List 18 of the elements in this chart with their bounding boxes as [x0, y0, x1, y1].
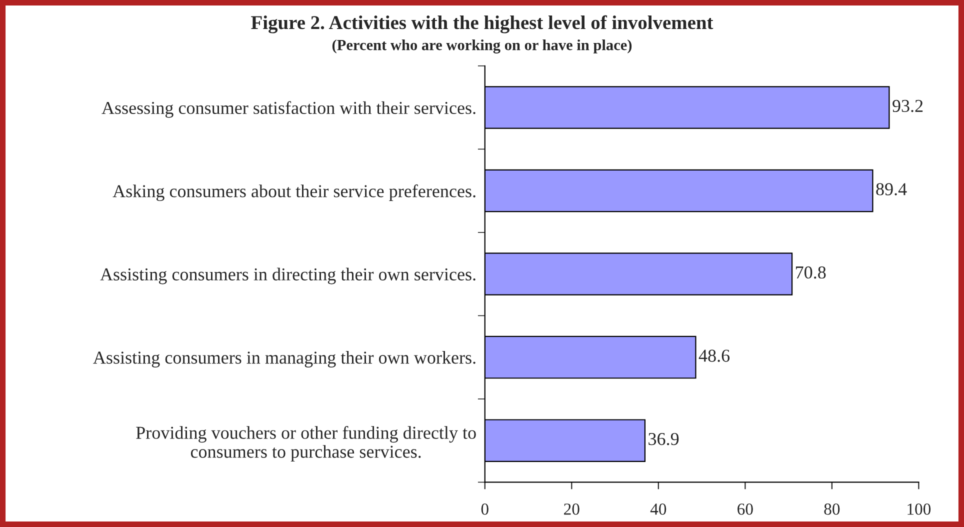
x-tick-label: 80 [824, 504, 840, 515]
x-tick-label: 40 [650, 504, 666, 515]
y-tick-label: Assisting consumers in managing their own workers. [93, 351, 476, 368]
data-label: 48.6 [698, 350, 730, 362]
data-label: 36.9 [648, 432, 679, 446]
y-tick-label: Assisting consumers in directing their own services. [100, 268, 476, 284]
data-label: 70.8 [796, 266, 826, 279]
y-tick-label: Asking consumers about their service preferences. [112, 184, 476, 202]
chart-title: Figure 2. Activities with the highest level of involvement [251, 15, 714, 34]
y-tick-label: Providing vouchers or other funding directly to consumers to purchase services. [136, 426, 476, 462]
chart-subtitle: (Percent who are working on or have in place) [332, 39, 632, 54]
data-label: 93.2 [892, 100, 923, 112]
x-tick-label: 0 [481, 504, 488, 515]
data-label: 89.4 [876, 183, 907, 196]
x-tick-label: 60 [738, 504, 753, 515]
x-tick-label: 20 [564, 504, 580, 515]
x-tick-label: 100 [908, 504, 931, 515]
y-tick-label: Assessing consumer satisfaction with their services. [102, 101, 476, 118]
